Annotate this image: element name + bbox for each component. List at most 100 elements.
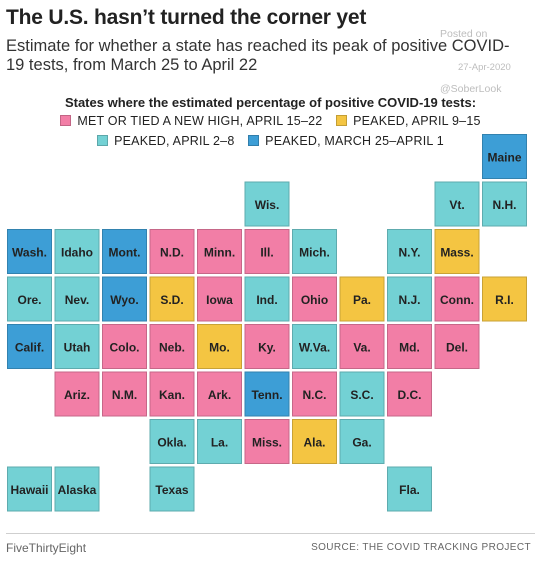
state-tile-n-m: N.M. <box>102 371 147 417</box>
state-tile-ore: Ore. <box>7 276 52 322</box>
state-tile-rect <box>292 371 337 417</box>
state-label: Pa. <box>353 293 371 307</box>
state-tile-rect <box>149 324 195 369</box>
state-label: W.Va. <box>299 341 330 355</box>
state-tile-rect <box>434 324 480 369</box>
state-label: N.M. <box>112 388 137 402</box>
state-label: Ariz. <box>64 388 90 402</box>
state-tile-n-j: N.J. <box>387 276 432 322</box>
state-tile-ohio: Ohio <box>292 276 337 322</box>
state-tile-rect <box>482 276 527 322</box>
state-tile-tenn: Tenn. <box>244 371 290 417</box>
state-tile-colo: Colo. <box>102 324 147 369</box>
state-tile-ark: Ark. <box>197 371 242 417</box>
state-tile-rect <box>149 229 195 274</box>
state-tile-rect <box>102 276 147 322</box>
state-tile-wyo: Wyo. <box>102 276 147 322</box>
state-tile-rect <box>434 181 480 227</box>
state-tile-pa: Pa. <box>339 276 385 322</box>
legend-item-mar25-apr1: PEAKED, MARCH 25–APRIL 1 <box>248 134 444 148</box>
state-tile-rect <box>54 466 100 512</box>
state-tile-rect <box>54 371 100 417</box>
state-tile-rect <box>387 229 432 274</box>
state-label: Ill. <box>260 246 273 260</box>
state-tile-rect <box>197 371 242 417</box>
state-tile-utah: Utah <box>54 324 100 369</box>
state-tile-rect <box>149 276 195 322</box>
state-tile-rect <box>149 466 195 512</box>
state-label: R.I. <box>495 293 514 307</box>
state-label: N.Y. <box>398 246 420 260</box>
state-label: Wyo. <box>110 293 138 307</box>
state-tile-idaho: Idaho <box>54 229 100 274</box>
state-label: Mo. <box>209 341 230 355</box>
state-tile-calif: Calif. <box>7 324 52 369</box>
legend-row-1: MET OR TIED A NEW HIGH, APRIL 15–22 PEAK… <box>0 114 541 128</box>
state-label: Neb. <box>159 341 185 355</box>
state-label: N.C. <box>303 388 327 402</box>
state-tile-md: Md. <box>387 324 432 369</box>
state-tile-rect <box>339 276 385 322</box>
state-label: Ky. <box>258 341 276 355</box>
state-tile-rect <box>387 324 432 369</box>
state-tile-rect <box>387 371 432 417</box>
state-tile-alaska: Alaska <box>54 466 100 512</box>
state-label: Colo. <box>110 341 140 355</box>
state-tile-rect <box>102 371 147 417</box>
state-tile-rect <box>244 229 290 274</box>
state-tile-rect <box>149 419 195 464</box>
state-label: Nev. <box>65 293 89 307</box>
state-tile-hawaii: Hawaii <box>7 466 52 512</box>
state-tile-rect <box>292 229 337 274</box>
state-label: Wis. <box>255 198 280 212</box>
state-label: Fla. <box>399 483 420 497</box>
state-label: Minn. <box>204 246 235 260</box>
state-tile-rect <box>434 276 480 322</box>
state-label: Ala. <box>303 436 325 450</box>
state-tile-rect <box>197 419 242 464</box>
state-tile-rect <box>292 276 337 322</box>
watermark-handle: @SoberLook <box>440 83 502 95</box>
state-tile-ala: Ala. <box>292 419 337 464</box>
state-label: Mont. <box>109 246 141 260</box>
legend-swatch-apr2-8 <box>97 135 109 146</box>
state-tile-n-h: N.H. <box>482 181 527 227</box>
state-tile-iowa: Iowa <box>197 276 242 322</box>
state-label: N.H. <box>493 198 517 212</box>
state-tile-ariz: Ariz. <box>54 371 100 417</box>
state-tile-rect <box>54 324 100 369</box>
state-tile-ky: Ky. <box>244 324 290 369</box>
state-tile-ind: Ind. <box>244 276 290 322</box>
state-label: Hawaii <box>10 483 48 497</box>
state-label: Vt. <box>449 198 464 212</box>
state-tile-texas: Texas <box>149 466 195 512</box>
state-tile-la: La. <box>197 419 242 464</box>
watermark-date: 27-Apr-2020 <box>458 62 511 73</box>
legend-label-mar25-apr1: PEAKED, MARCH 25–APRIL 1 <box>265 134 444 148</box>
legend-label-apr2-8: PEAKED, APRIL 2–8 <box>114 134 235 148</box>
state-label: N.D. <box>160 246 184 260</box>
state-label: Mich. <box>299 246 330 260</box>
state-tile-s-c: S.C. <box>339 371 385 417</box>
state-label: S.C. <box>350 388 373 402</box>
state-label: Conn. <box>440 293 474 307</box>
state-tile-rect <box>54 229 100 274</box>
state-label: La. <box>211 436 228 450</box>
watermark-posted: Posted on <box>440 28 488 40</box>
chart-subtitle: Estimate for whether a state has reached… <box>6 37 510 74</box>
state-tile-mass: Mass. <box>434 229 480 274</box>
state-tile-miss: Miss. <box>244 419 290 464</box>
state-tile-vt: Vt. <box>434 181 480 227</box>
state-tile-okla: Okla. <box>149 419 195 464</box>
state-tile-rect <box>102 229 147 274</box>
state-tile-rect <box>387 466 432 512</box>
state-tile-wash: Wash. <box>7 229 52 274</box>
state-tile-va: Va. <box>339 324 385 369</box>
state-label: Miss. <box>252 436 282 450</box>
state-label: Idaho <box>61 246 93 260</box>
state-tile-neb: Neb. <box>149 324 195 369</box>
state-tile-r-i: R.I. <box>482 276 527 322</box>
state-tile-mo: Mo. <box>197 324 242 369</box>
state-label: Md. <box>399 341 420 355</box>
state-tile-rect <box>54 276 100 322</box>
